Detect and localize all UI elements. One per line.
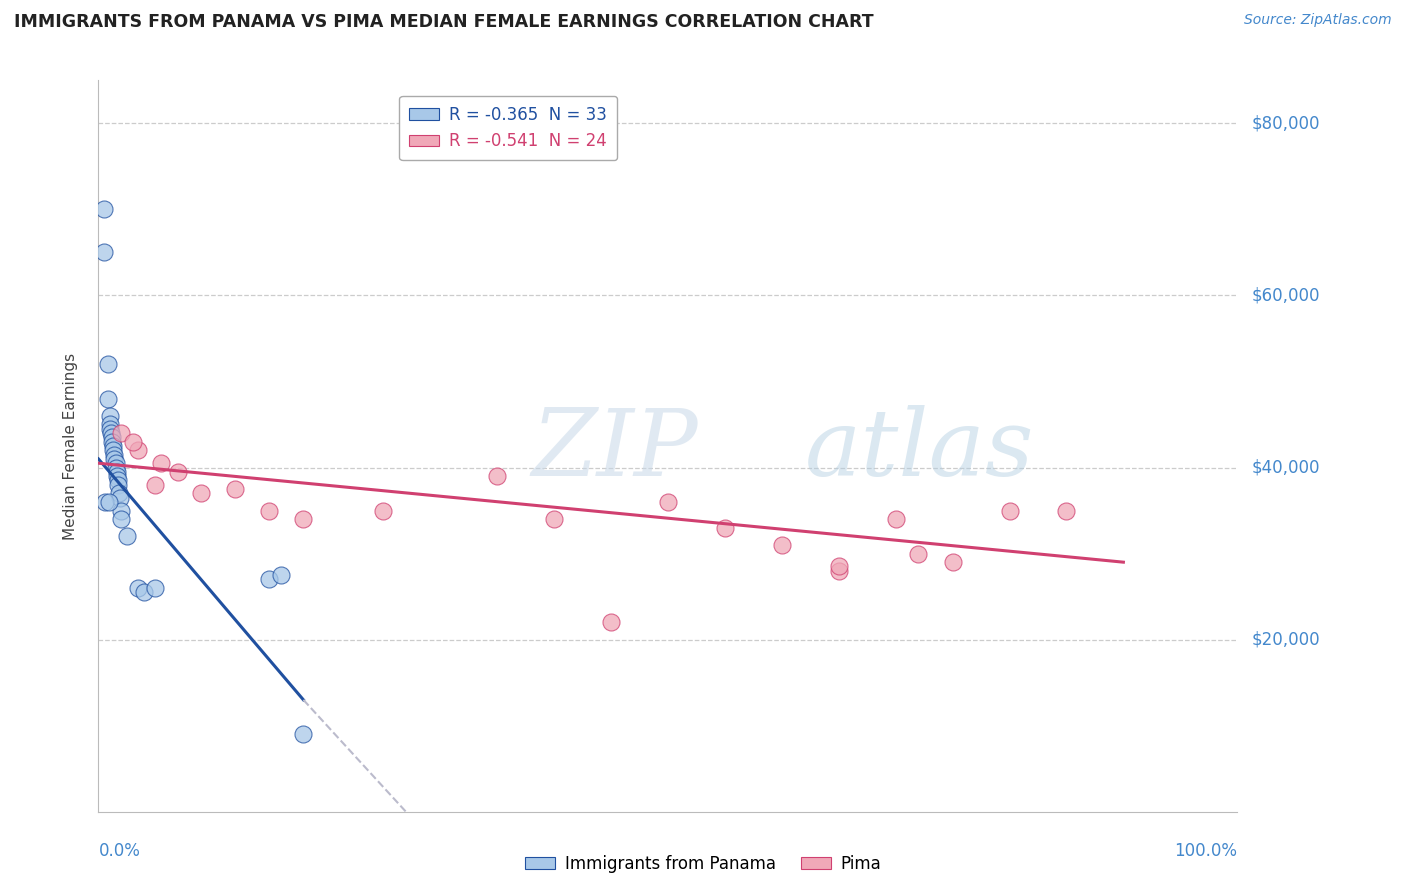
Point [107,474,129,488]
Text: 100.0%: 100.0% [1174,842,1237,860]
Point [884,512,907,526]
Text: atlas: atlas [804,405,1033,495]
Point [127,581,149,595]
Point [103,451,125,466]
Point [101,430,124,444]
Point [98,422,121,436]
Point [259,503,281,517]
Legend: Immigrants from Panama, Pima: Immigrants from Panama, Pima [517,848,889,880]
Point [167,465,190,479]
Point [1056,503,1078,517]
Point [96,392,118,406]
Point [770,538,793,552]
Point [108,486,131,500]
Point [101,434,124,449]
Point [121,434,143,449]
Point [93,245,115,260]
Point [259,573,281,587]
Point [907,547,929,561]
Point [107,477,129,491]
Point [104,460,127,475]
Point [108,491,131,505]
Point [292,727,315,741]
Text: Source: ZipAtlas.com: Source: ZipAtlas.com [1244,13,1392,28]
Point [486,469,509,483]
Text: $80,000: $80,000 [1251,114,1320,132]
Point [714,521,737,535]
Point [98,409,121,423]
Point [942,555,965,569]
Text: ZIP: ZIP [531,405,697,495]
Point [657,495,679,509]
Point [103,439,125,453]
Point [145,477,167,491]
Point [132,585,155,599]
Point [371,503,394,517]
Text: $20,000: $20,000 [1251,631,1320,648]
Point [998,503,1021,517]
Point [104,456,127,470]
Point [224,482,246,496]
Text: IMMIGRANTS FROM PANAMA VS PIMA MEDIAN FEMALE EARNINGS CORRELATION CHART: IMMIGRANTS FROM PANAMA VS PIMA MEDIAN FE… [14,13,873,31]
Point [145,581,167,595]
Point [103,448,125,462]
Point [98,417,121,432]
Legend: R = -0.365  N = 33, R = -0.541  N = 24: R = -0.365 N = 33, R = -0.541 N = 24 [399,96,617,161]
Y-axis label: Median Female Earnings: Median Female Earnings [63,352,77,540]
Point [96,357,118,371]
Point [190,486,212,500]
Text: $40,000: $40,000 [1251,458,1320,476]
Point [97,495,120,509]
Point [115,529,138,543]
Point [600,615,623,630]
Text: 0.0%: 0.0% [98,842,141,860]
Point [127,443,149,458]
Point [150,456,173,470]
Point [110,426,132,441]
Point [105,465,128,479]
Point [94,495,117,509]
Point [110,503,132,517]
Point [828,559,851,574]
Point [828,564,851,578]
Point [110,512,132,526]
Point [270,568,292,582]
Text: $60,000: $60,000 [1251,286,1320,304]
Point [100,426,122,441]
Point [543,512,565,526]
Point [105,469,128,483]
Point [103,443,125,458]
Point [93,202,115,217]
Point [292,512,315,526]
